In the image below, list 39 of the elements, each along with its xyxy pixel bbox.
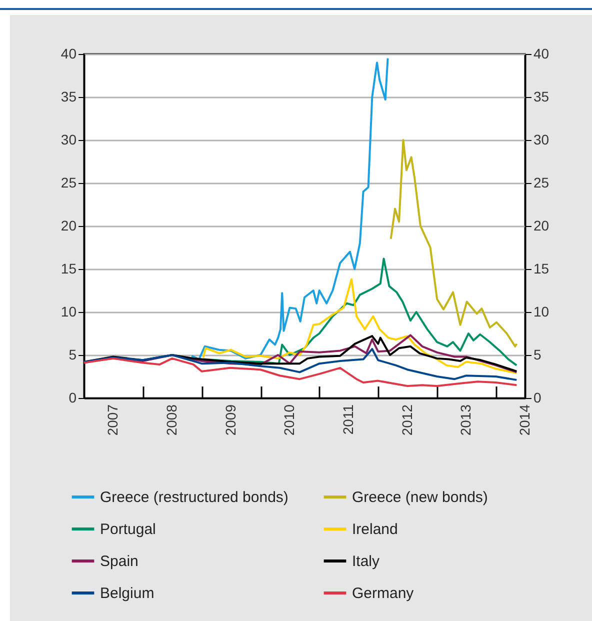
- y-tick-label: 10: [60, 304, 77, 320]
- y-tick-label: 15: [60, 260, 77, 276]
- x-tick-label: 2008: [164, 404, 180, 436]
- legend-label: Portugal: [100, 521, 156, 538]
- x-tick-label: 2013: [458, 404, 474, 436]
- line-series: [83, 348, 518, 381]
- y2-tick-label: 25: [534, 174, 550, 190]
- y2-tick-label: 10: [534, 304, 550, 320]
- y2-tick-label: 30: [534, 132, 550, 148]
- legend-label: Italy: [352, 553, 380, 570]
- y-tick-label: 0: [68, 390, 77, 406]
- line-series: [190, 57, 389, 360]
- x-tick-label: 2011: [340, 404, 356, 435]
- y2-tick-label: 35: [534, 88, 550, 104]
- line-series: [202, 278, 518, 374]
- legend-label: Greece (new bonds): [352, 489, 488, 506]
- y-tick-label: 35: [60, 88, 77, 104]
- y-tick-label: 30: [60, 132, 77, 148]
- legend-label: Spain: [100, 553, 138, 570]
- y-tick-label: 5: [68, 346, 77, 362]
- y2-tick-label: 40: [534, 46, 550, 62]
- y-tick-label: 25: [60, 174, 77, 190]
- y2-tick-label: 20: [534, 218, 550, 234]
- legend-label: Ireland: [352, 521, 398, 538]
- line-series: [390, 139, 518, 348]
- y2-tick-label: 0: [534, 390, 542, 406]
- x-tick-label: 2007: [104, 404, 121, 436]
- legend-label: Belgium: [100, 585, 154, 602]
- line-series: [83, 357, 518, 387]
- x-tick-label: 2014: [516, 404, 532, 436]
- y2-tick-label: 5: [534, 346, 542, 362]
- legend-label: Greece (restructured bonds): [100, 489, 288, 506]
- y-tick-label: 40: [60, 46, 77, 62]
- x-tick-label: 2009: [222, 404, 238, 436]
- y-tick-label: 20: [60, 218, 77, 234]
- y2-tick-label: 15: [534, 260, 550, 276]
- x-tick-label: 2012: [398, 404, 415, 436]
- x-tick-label: 2010: [281, 404, 298, 436]
- legend-label: Germany: [352, 585, 414, 602]
